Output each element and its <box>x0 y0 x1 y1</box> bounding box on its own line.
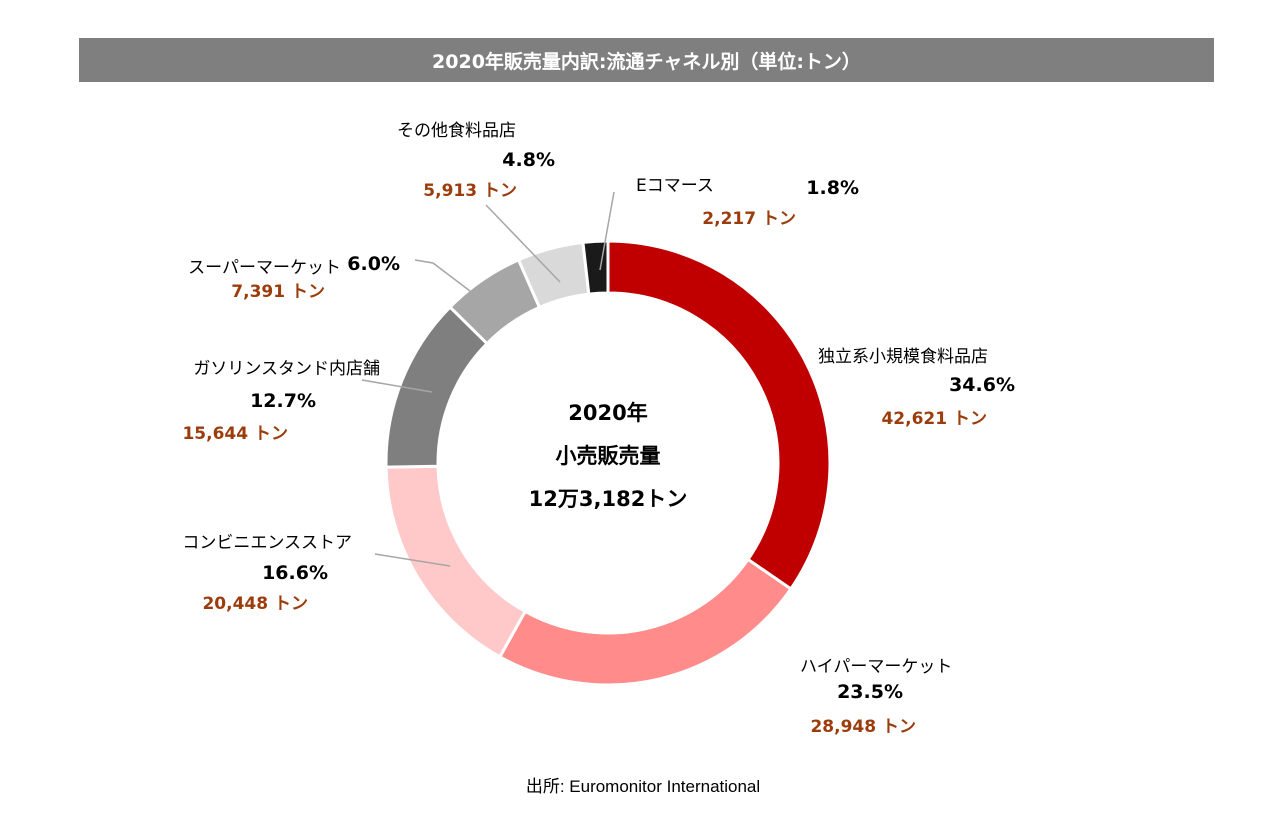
chart-title: 2020年販売量内訳:流通チャネル別（単位:トン） <box>79 38 1214 82</box>
donut-slices <box>384 239 832 687</box>
slice-value-label: 5,913 トン <box>423 181 517 201</box>
leader-lines <box>361 191 615 567</box>
slice-percent-label: 1.8% <box>806 177 859 199</box>
slice-value-label: 7,391 トン <box>231 282 325 302</box>
slice-name-label: ガソリンスタンド内店舗 <box>193 359 380 379</box>
slice-percent-label: 12.7% <box>250 390 316 412</box>
leader-line <box>485 204 561 283</box>
slice-percent-label: 34.6% <box>949 374 1015 396</box>
slice-name-label: コンビニエンスストア <box>182 533 352 553</box>
center-total: 12万3,182トン <box>529 487 688 511</box>
slice-name-label: ハイパーマーケット <box>800 657 952 677</box>
slice-value-label: 15,644 トン <box>182 424 288 444</box>
slice-value-label: 2,217 トン <box>702 209 796 229</box>
leader-line <box>414 259 471 292</box>
slice-percent-label: 23.5% <box>837 681 903 703</box>
center-caption: 小売販売量 <box>556 444 661 468</box>
center-label: 2020年 小売販売量 12万3,182トン <box>529 401 688 511</box>
slice-name-label: Eコマース <box>636 176 714 196</box>
slice-value-label: 42,621 トン <box>881 409 987 429</box>
donut-slice <box>497 557 793 687</box>
slice-name-label: その他食料品店 <box>397 121 516 141</box>
leader-line <box>374 553 451 567</box>
leader-line <box>361 379 433 393</box>
donut-slice <box>384 464 528 659</box>
slice-name-label: 独立系小規模食料品店 <box>818 347 988 367</box>
leader-line <box>599 191 615 271</box>
center-year: 2020年 <box>568 401 647 425</box>
slice-value-label: 28,948 トン <box>810 717 916 737</box>
slice-percent-label: 4.8% <box>502 149 555 171</box>
source-note: 出所: Euromonitor International <box>525 777 761 796</box>
slice-name-label: スーパーマーケット <box>188 258 341 278</box>
donut-slice <box>581 239 610 296</box>
slice-percent-label: 16.6% <box>262 562 328 584</box>
slice-value-label: 20,448 トン <box>202 594 308 614</box>
slice-percent-label: 6.0% <box>347 253 400 275</box>
